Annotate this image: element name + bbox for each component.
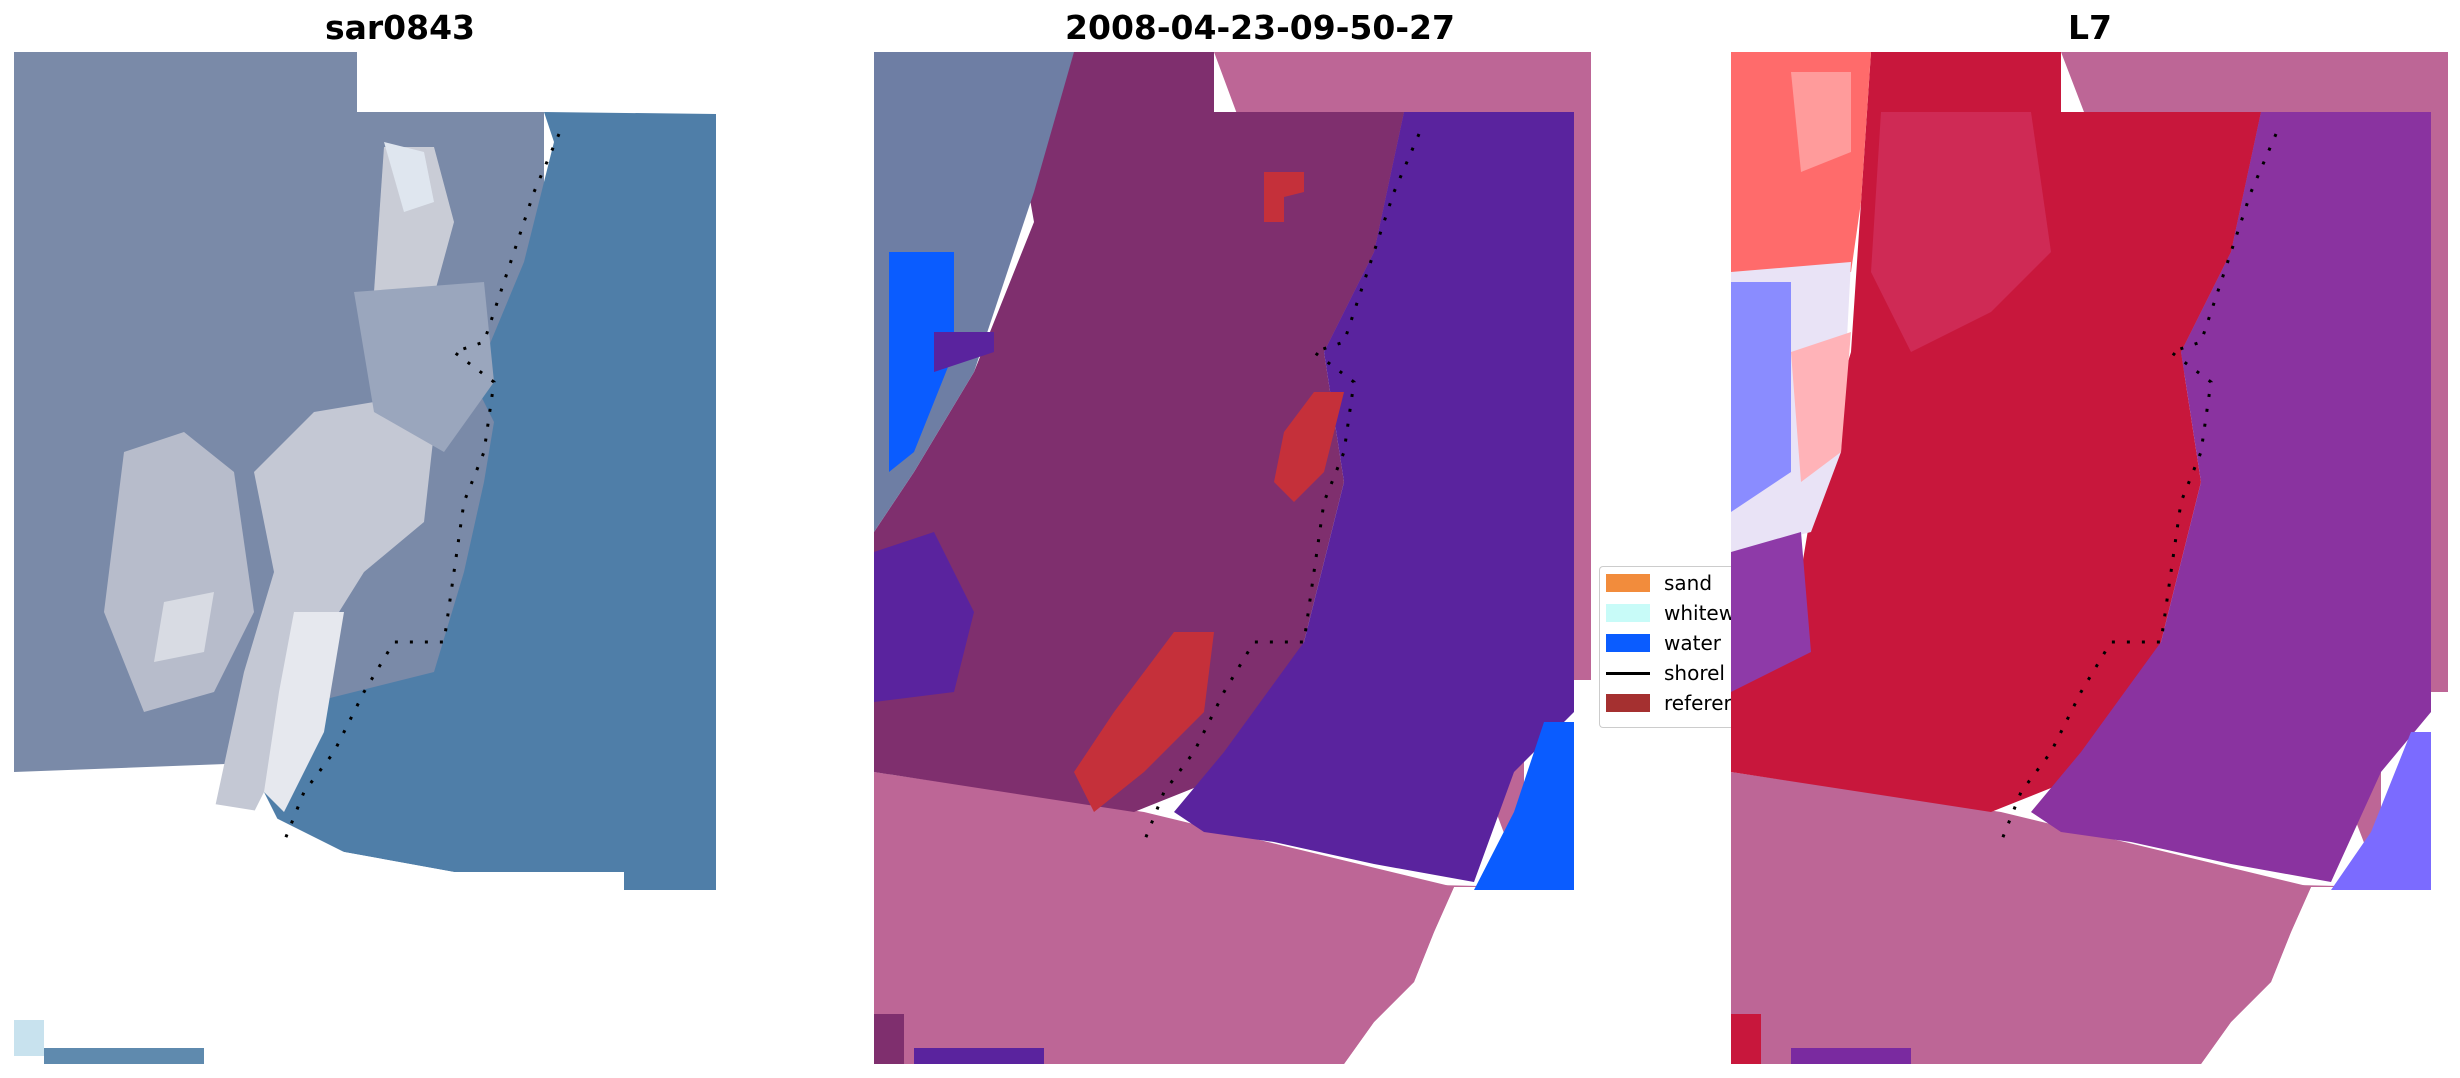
panel-title-classification: 2008-04-23-09-50-27 — [1065, 8, 1455, 47]
legend-item-shoreline: shorel — [1606, 661, 1725, 685]
legend-label-sand: sand — [1664, 571, 1713, 595]
classification-image — [874, 52, 1591, 1064]
legend-label-water: water — [1664, 631, 1721, 655]
legend-label-whitewater: whitew — [1664, 601, 1736, 625]
legend-item-sand: sand — [1606, 571, 1712, 595]
legend-swatch-sand — [1606, 574, 1650, 592]
legend-swatch-whitewater — [1606, 604, 1650, 622]
legend-item-water: water — [1606, 631, 1721, 655]
legend: sand whitew water shorel referer — [1599, 566, 1740, 728]
panel-title-rgb: sar0843 — [324, 8, 476, 47]
panel-title-index: L7 — [2068, 8, 2112, 47]
legend-item-whitewater: whitew — [1606, 601, 1735, 625]
legend-label-shoreline: shorel — [1664, 661, 1725, 685]
legend-swatch-water — [1606, 634, 1650, 652]
index-image — [1731, 52, 2448, 1064]
legend-swatch-shoreline — [1606, 671, 1650, 675]
legend-swatch-reference — [1606, 694, 1650, 712]
legend-label-reference: referer — [1664, 691, 1732, 715]
legend-item-reference: referer — [1606, 691, 1732, 715]
rgb-satellite-image — [14, 52, 716, 1064]
panel-classification: 2008-04-23-09-50-27 — [860, 0, 1660, 1078]
panel-rgb: sar0843 — [0, 0, 800, 1078]
panel-index: L7 — [1720, 0, 2460, 1078]
